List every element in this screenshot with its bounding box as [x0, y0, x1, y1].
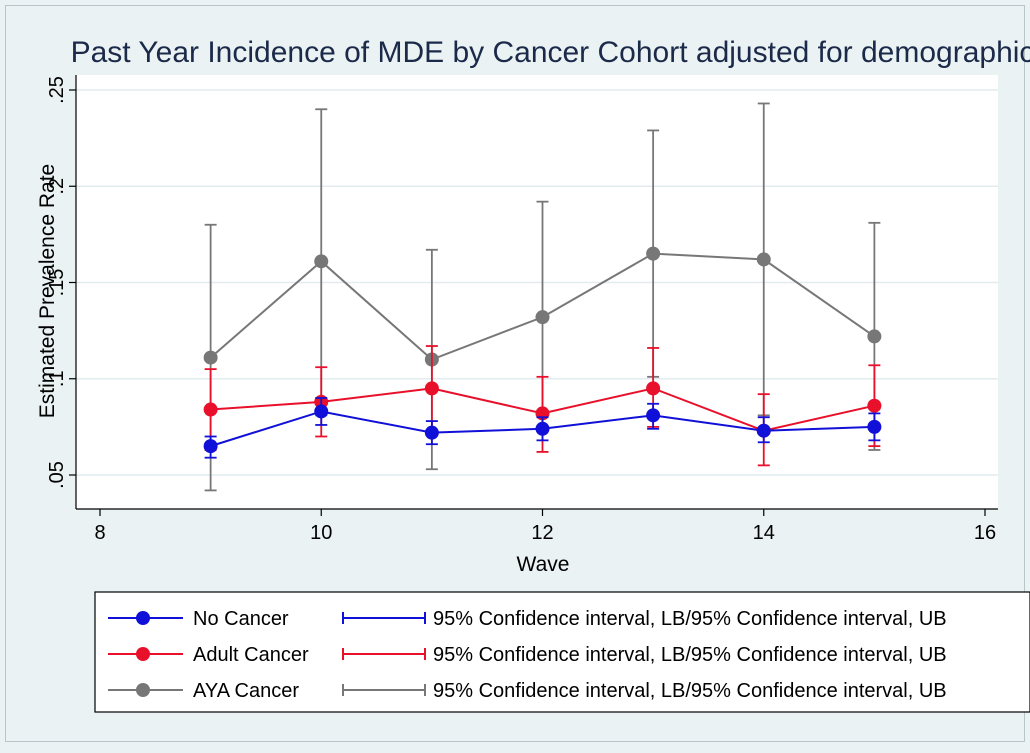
legend-label: Adult Cancer — [193, 644, 309, 666]
data-point — [203, 402, 218, 417]
legend-ci-label: 95% Confidence interval, LB/95% Confiden… — [433, 644, 947, 666]
legend-ci-label: 95% Confidence interval, LB/95% Confiden… — [433, 680, 947, 702]
legend: No Cancer 95% Confidence interval, LB/95%… — [94, 591, 1030, 713]
legend-marker-swatch — [136, 611, 150, 625]
y-tick-label: .15 — [46, 269, 68, 297]
data-point — [203, 439, 218, 454]
legend-label: AYA Cancer — [193, 680, 299, 702]
data-point — [535, 310, 550, 325]
legend-row-aya-cancer: AYA Cancer 95% Confidence interval, LB/95… — [108, 680, 947, 702]
legend-box — [94, 591, 1030, 713]
plot-area: .05 .1 .15 .2 .25 8 10 12 14 16 — [46, 75, 998, 544]
data-point — [424, 425, 439, 440]
data-point — [314, 254, 329, 269]
chart-title: Past Year Incidence of MDE by Cancer Coh… — [71, 36, 1030, 69]
legend-marker-swatch — [136, 647, 150, 661]
x-tick-label: 10 — [310, 522, 332, 544]
legend-row-no-cancer: No Cancer 95% Confidence interval, LB/95%… — [108, 608, 947, 630]
legend-label: No Cancer — [193, 608, 289, 630]
legend-row-adult-cancer: Adult Cancer 95% Confidence interval, LB/… — [108, 644, 947, 666]
x-tick-label: 8 — [94, 522, 105, 544]
data-point — [867, 329, 882, 344]
data-point — [203, 350, 218, 365]
data-point — [424, 381, 439, 396]
data-point — [646, 408, 661, 423]
data-point — [756, 252, 771, 267]
data-point — [646, 246, 661, 261]
y-axis-label: Estimated Prevalence Rate — [36, 164, 59, 418]
y-tick-label: .05 — [46, 461, 68, 489]
series-no-cancer — [203, 397, 882, 459]
x-tick-label: 16 — [974, 522, 996, 544]
data-point — [867, 419, 882, 434]
y-tick-label: .1 — [46, 370, 68, 387]
x-tick-label: 12 — [531, 522, 553, 544]
y-tick-label: .2 — [46, 178, 68, 195]
x-tick-label: 14 — [753, 522, 775, 544]
data-point — [867, 398, 882, 413]
data-point — [646, 381, 661, 396]
data-point — [756, 423, 771, 438]
y-tick-label: .25 — [46, 76, 68, 104]
x-axis-label: Wave — [517, 553, 570, 576]
plot-background — [76, 75, 998, 509]
legend-ci-label: 95% Confidence interval, LB/95% Confiden… — [433, 608, 947, 630]
data-point — [314, 404, 329, 419]
legend-marker-swatch — [136, 683, 150, 697]
data-point — [535, 421, 550, 436]
